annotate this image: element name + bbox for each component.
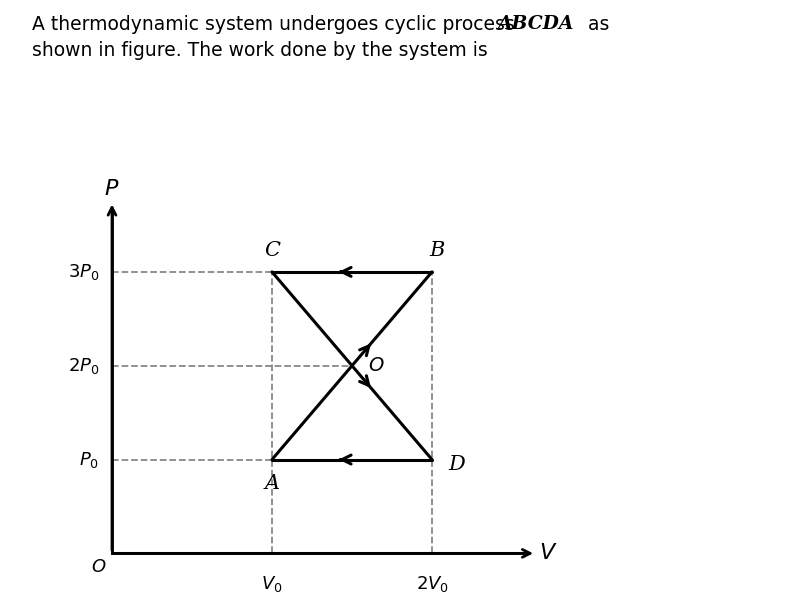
Text: $3P_0$: $3P_0$ bbox=[68, 262, 99, 282]
Text: A thermodynamic system undergoes cyclic process: A thermodynamic system undergoes cyclic … bbox=[32, 15, 521, 34]
Text: $2V_0$: $2V_0$ bbox=[415, 574, 449, 594]
Text: $P$: $P$ bbox=[104, 177, 120, 200]
Text: shown in figure. The work done by the system is: shown in figure. The work done by the sy… bbox=[32, 41, 488, 60]
Text: $V_0$: $V_0$ bbox=[262, 574, 282, 594]
Text: B: B bbox=[429, 241, 445, 260]
Text: $V$: $V$ bbox=[539, 542, 558, 564]
Text: $2P_0$: $2P_0$ bbox=[68, 356, 99, 376]
Text: as: as bbox=[582, 15, 610, 34]
Text: $O$: $O$ bbox=[91, 558, 107, 577]
Text: ABCDA: ABCDA bbox=[498, 15, 574, 33]
Text: $O$: $O$ bbox=[368, 357, 385, 375]
Text: $P_0$: $P_0$ bbox=[79, 449, 99, 470]
Text: A: A bbox=[265, 473, 279, 492]
Text: C: C bbox=[264, 241, 280, 260]
Text: D: D bbox=[448, 455, 465, 474]
